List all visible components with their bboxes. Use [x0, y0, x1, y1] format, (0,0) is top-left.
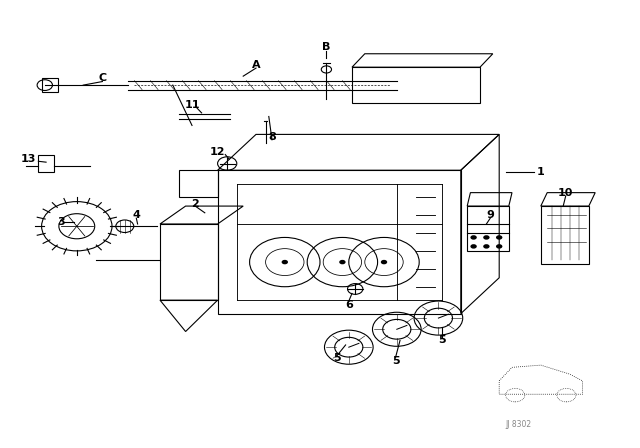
Circle shape	[339, 260, 346, 264]
Bar	[38, 155, 54, 172]
Text: 8: 8	[268, 132, 276, 142]
Circle shape	[496, 235, 502, 240]
Text: 2: 2	[191, 199, 199, 209]
Text: 6: 6	[345, 300, 353, 310]
Circle shape	[483, 244, 490, 249]
Bar	[467, 206, 509, 251]
Text: 13: 13	[20, 154, 36, 164]
Bar	[42, 78, 58, 92]
Circle shape	[470, 235, 477, 240]
Text: 5: 5	[333, 353, 341, 363]
Circle shape	[496, 244, 502, 249]
Text: 5: 5	[392, 356, 399, 366]
Text: B: B	[322, 42, 331, 52]
Text: C: C	[99, 73, 106, 83]
Text: 11: 11	[184, 100, 200, 110]
Bar	[541, 206, 589, 264]
Circle shape	[470, 244, 477, 249]
Text: 10: 10	[558, 188, 573, 198]
Text: A: A	[252, 60, 260, 70]
Text: 4: 4	[132, 210, 140, 220]
Text: 3: 3	[57, 217, 65, 227]
Text: 5: 5	[438, 336, 445, 345]
Circle shape	[483, 235, 490, 240]
Text: 12: 12	[210, 147, 225, 157]
Text: 9: 9	[486, 210, 494, 220]
Circle shape	[381, 260, 387, 264]
Text: 1: 1	[537, 168, 545, 177]
Circle shape	[282, 260, 288, 264]
Text: JJ 8302: JJ 8302	[506, 420, 532, 429]
